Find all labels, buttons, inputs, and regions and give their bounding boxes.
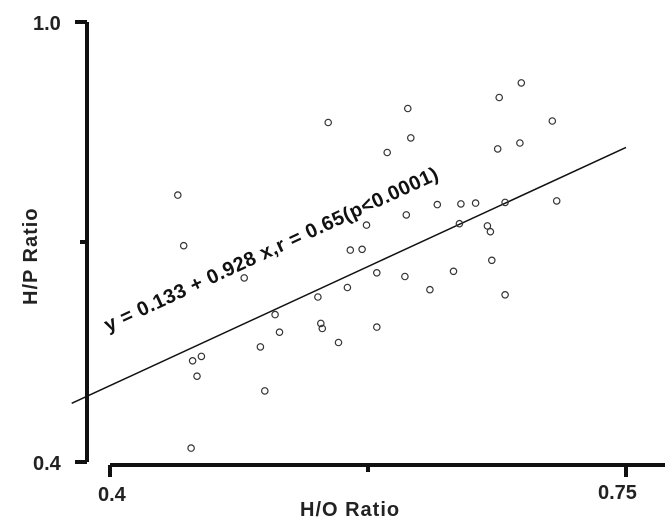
data-point-27 <box>406 134 415 142</box>
regression-line <box>71 146 627 404</box>
data-point-41 <box>516 139 524 147</box>
data-point-13 <box>316 319 325 328</box>
data-point-35 <box>486 227 495 236</box>
data-point-21 <box>372 268 381 277</box>
data-point-3 <box>188 356 197 365</box>
data-point-37 <box>493 145 502 153</box>
data-point-18 <box>346 246 355 254</box>
y-tick-label-max: 1.0 <box>33 13 61 35</box>
data-point-11 <box>275 328 284 337</box>
data-point-8 <box>256 343 265 351</box>
data-point-6 <box>187 444 195 452</box>
data-point-19 <box>358 245 366 254</box>
data-point-40 <box>501 290 509 299</box>
data-point-5 <box>197 352 206 361</box>
data-point-33 <box>471 199 480 207</box>
data-point-31 <box>455 219 464 228</box>
data-point-44 <box>552 197 561 205</box>
data-point-14 <box>318 324 327 333</box>
data-point-20 <box>362 221 371 229</box>
data-point-28 <box>426 285 434 294</box>
y-axis-label: H/P Ratio <box>20 207 42 305</box>
data-point-32 <box>457 200 465 208</box>
data-point-36 <box>487 256 496 265</box>
data-point-25 <box>402 211 411 219</box>
y-tick-label-min: 0.4 <box>33 453 62 475</box>
data-point-23 <box>383 148 392 157</box>
data-point-10 <box>271 310 279 319</box>
regression-line-group <box>71 146 627 404</box>
data-point-17 <box>343 283 352 292</box>
data-point-1 <box>174 191 182 199</box>
data-points <box>174 79 561 452</box>
data-point-15 <box>324 118 333 127</box>
data-point-39 <box>501 198 509 207</box>
data-point-16 <box>334 338 343 347</box>
data-point-22 <box>372 323 381 331</box>
data-point-24 <box>401 272 409 281</box>
data-point-30 <box>449 267 458 276</box>
data-point-42 <box>517 79 526 87</box>
x-tick-label-min: 0.4 <box>98 484 127 506</box>
data-point-7 <box>240 274 249 282</box>
data-point-2 <box>179 241 188 250</box>
x-axis-label: H/O Ratio <box>300 499 400 520</box>
data-point-43 <box>548 117 557 125</box>
data-point-38 <box>495 93 504 102</box>
data-point-4 <box>193 372 201 381</box>
data-point-9 <box>260 387 269 395</box>
data-point-29 <box>433 200 442 209</box>
data-point-26 <box>403 104 412 113</box>
data-point-12 <box>314 293 322 301</box>
data-point-34 <box>483 222 492 230</box>
x-tick-label-max: 0.75 <box>598 482 637 504</box>
